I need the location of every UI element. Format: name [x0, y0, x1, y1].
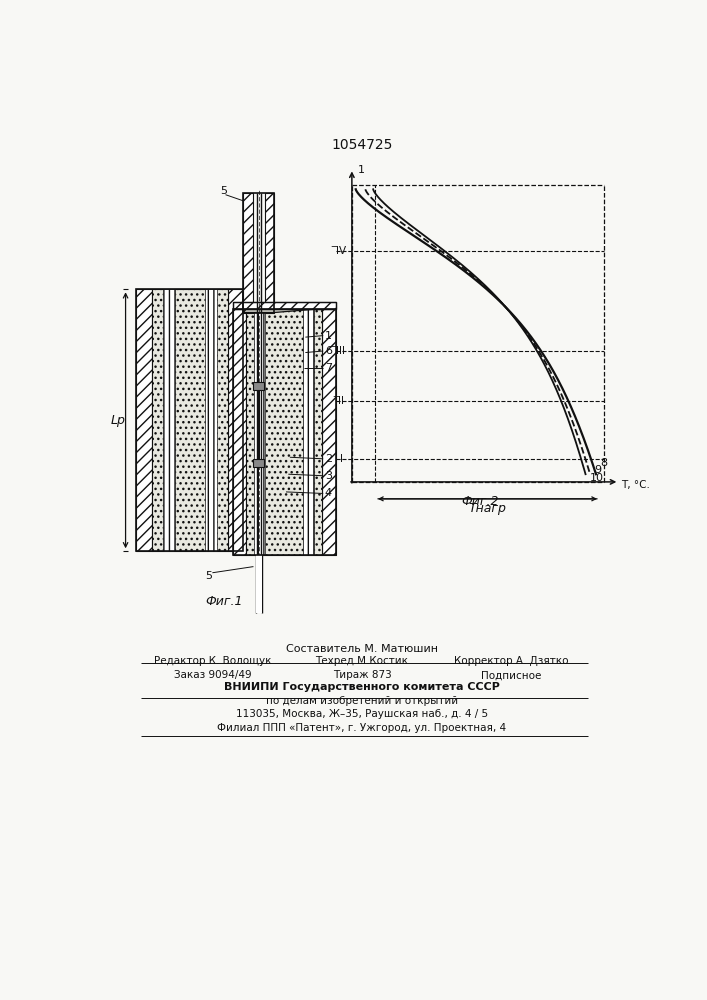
- Bar: [152, 289, 228, 551]
- Text: Корректор А. Дзятко: Корректор А. Дзятко: [453, 656, 568, 666]
- Text: Фиг.2: Фиг.2: [461, 495, 498, 508]
- Text: 5: 5: [221, 186, 228, 196]
- Bar: [243, 193, 252, 312]
- Text: I: I: [339, 454, 342, 464]
- Text: 6: 6: [325, 346, 332, 356]
- Text: Редактор К. Волощук: Редактор К. Волощук: [153, 656, 271, 666]
- Polygon shape: [243, 309, 322, 312]
- Text: Подписное: Подписное: [481, 670, 541, 680]
- Text: 4: 4: [325, 488, 332, 498]
- Bar: [256, 555, 262, 613]
- Text: ̅IV: ̅IV: [336, 246, 346, 256]
- Text: Составитель М. Матюшин: Составитель М. Матюшин: [286, 644, 438, 654]
- Text: 1: 1: [325, 331, 332, 341]
- Bar: [204, 289, 217, 551]
- Text: T, °C.: T, °C.: [621, 480, 650, 490]
- Text: Тираж 873: Тираж 873: [332, 670, 392, 680]
- Text: Фиг.1: Фиг.1: [205, 595, 243, 608]
- Text: 7: 7: [325, 363, 332, 373]
- Text: Lp: Lp: [110, 414, 125, 427]
- Text: 113035, Москва, Ж–35, Раушская наб., д. 4 / 5: 113035, Москва, Ж–35, Раушская наб., д. …: [236, 709, 488, 719]
- Bar: [233, 309, 336, 555]
- Bar: [253, 382, 264, 389]
- Text: ВНИИПИ Государственного комитета СССР: ВНИИПИ Государственного комитета СССР: [224, 682, 500, 692]
- Bar: [228, 289, 243, 551]
- Text: Заказ 9094/49: Заказ 9094/49: [173, 670, 251, 680]
- Text: 1: 1: [358, 165, 365, 175]
- Bar: [243, 193, 274, 312]
- Bar: [255, 309, 265, 555]
- Bar: [253, 459, 264, 466]
- Text: 1054725: 1054725: [332, 138, 392, 152]
- Text: Филиал ППП «Патент», г. Ужгород, ул. Проектная, 4: Филиал ППП «Патент», г. Ужгород, ул. Про…: [217, 723, 506, 733]
- Text: ̅II: ̅II: [338, 396, 344, 406]
- Text: Техред М.Костик: Техред М.Костик: [315, 656, 409, 666]
- Bar: [265, 193, 274, 312]
- Bar: [136, 289, 243, 551]
- Bar: [322, 309, 336, 555]
- Text: ̅III: ̅III: [337, 346, 346, 356]
- Text: Tнагр: Tнагр: [469, 502, 506, 515]
- Text: 2: 2: [325, 454, 332, 464]
- Text: 10: 10: [590, 473, 603, 483]
- Text: 3: 3: [325, 471, 332, 481]
- Text: 5: 5: [205, 571, 212, 581]
- Bar: [303, 309, 314, 555]
- Text: 9: 9: [594, 465, 601, 475]
- Bar: [233, 302, 336, 309]
- Text: по делам изобретений и открытий: по делам изобретений и открытий: [266, 696, 458, 706]
- Bar: [136, 289, 152, 551]
- Bar: [247, 309, 322, 555]
- Bar: [163, 289, 175, 551]
- Bar: [233, 302, 336, 309]
- Bar: [233, 309, 247, 555]
- Text: 8: 8: [600, 458, 607, 468]
